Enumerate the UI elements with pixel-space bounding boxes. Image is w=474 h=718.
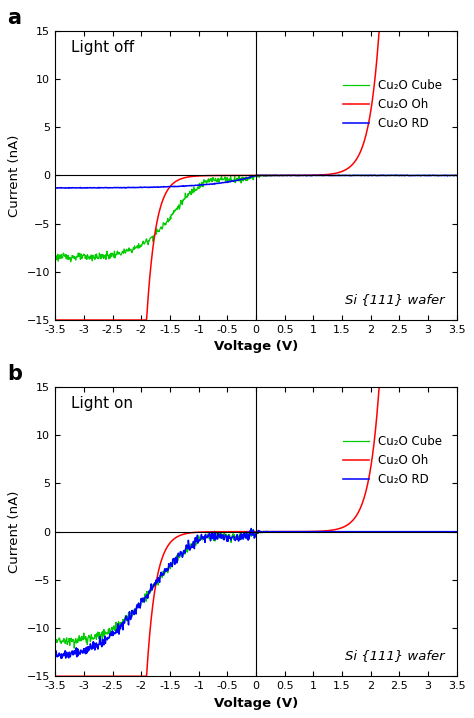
Cu₂O Oh — [52, 316, 58, 325]
Cu₂O RD — [53, 184, 58, 192]
Cu₂O Oh — [52, 672, 58, 681]
Cu₂O Cube — [399, 171, 405, 180]
Cu₂O Cube — [309, 527, 315, 536]
Legend: Cu₂O Cube, Cu₂O Oh, Cu₂O RD: Cu₂O Cube, Cu₂O Oh, Cu₂O RD — [338, 431, 447, 491]
Line: Cu₂O RD: Cu₂O RD — [55, 528, 457, 658]
Cu₂O RD — [309, 171, 314, 180]
Cu₂O RD — [357, 171, 363, 180]
Cu₂O Oh — [77, 316, 82, 325]
Cu₂O Cube — [358, 527, 364, 536]
Cu₂O Oh — [376, 27, 382, 35]
Line: Cu₂O Cube: Cu₂O Cube — [55, 174, 457, 262]
Line: Cu₂O Oh: Cu₂O Oh — [55, 31, 457, 320]
Cu₂O Oh — [399, 383, 404, 391]
Cu₂O Oh — [77, 672, 82, 681]
Cu₂O RD — [309, 527, 315, 536]
Cu₂O Cube — [77, 255, 83, 264]
Cu₂O Cube — [254, 170, 259, 179]
Text: a: a — [7, 8, 21, 28]
Cu₂O Oh — [296, 527, 302, 536]
Y-axis label: Current (nA): Current (nA) — [9, 490, 21, 573]
Cu₂O RD — [297, 172, 302, 180]
Cu₂O RD — [286, 171, 292, 180]
Cu₂O Oh — [285, 171, 291, 180]
Cu₂O Oh — [376, 383, 382, 391]
Cu₂O Cube — [454, 527, 460, 536]
Cu₂O Cube — [454, 171, 460, 180]
Line: Cu₂O RD: Cu₂O RD — [55, 175, 457, 188]
Cu₂O RD — [399, 171, 405, 180]
Line: Cu₂O Oh: Cu₂O Oh — [55, 387, 457, 676]
Cu₂O Cube — [358, 171, 364, 180]
Cu₂O Oh — [308, 527, 314, 536]
Cu₂O Oh — [296, 171, 302, 180]
Cu₂O Oh — [399, 27, 404, 35]
Cu₂O Cube — [309, 171, 315, 180]
Cu₂O Oh — [308, 171, 314, 180]
Text: Si {111} wafer: Si {111} wafer — [345, 292, 445, 306]
X-axis label: Voltage (V): Voltage (V) — [214, 696, 298, 709]
Cu₂O RD — [454, 172, 460, 180]
Cu₂O RD — [248, 524, 254, 533]
Cu₂O Cube — [297, 527, 303, 536]
Text: Light off: Light off — [71, 39, 134, 55]
Cu₂O Oh — [454, 27, 460, 35]
Cu₂O Cube — [399, 527, 405, 536]
Line: Cu₂O Cube: Cu₂O Cube — [55, 529, 457, 648]
Cu₂O Cube — [250, 525, 256, 533]
X-axis label: Voltage (V): Voltage (V) — [214, 340, 298, 353]
Cu₂O RD — [358, 527, 364, 536]
Y-axis label: Current (nA): Current (nA) — [9, 134, 21, 217]
Text: Si {111} wafer: Si {111} wafer — [345, 649, 445, 662]
Cu₂O RD — [77, 650, 83, 658]
Cu₂O RD — [58, 654, 64, 663]
Cu₂O Cube — [72, 644, 77, 653]
Cu₂O Cube — [68, 258, 73, 266]
Cu₂O Cube — [287, 527, 292, 536]
Cu₂O Cube — [52, 638, 58, 647]
Cu₂O RD — [454, 527, 460, 536]
Cu₂O Oh — [357, 505, 363, 513]
Cu₂O Oh — [357, 149, 363, 157]
Cu₂O RD — [297, 527, 303, 536]
Cu₂O RD — [287, 527, 292, 536]
Cu₂O RD — [399, 527, 405, 536]
Cu₂O RD — [52, 184, 58, 192]
Text: Light on: Light on — [71, 396, 133, 411]
Cu₂O Oh — [454, 383, 460, 391]
Cu₂O Cube — [287, 171, 292, 180]
Cu₂O Cube — [297, 171, 303, 180]
Cu₂O Cube — [52, 255, 58, 264]
Legend: Cu₂O Cube, Cu₂O Oh, Cu₂O RD: Cu₂O Cube, Cu₂O Oh, Cu₂O RD — [338, 75, 447, 134]
Cu₂O RD — [77, 183, 83, 192]
Cu₂O Cube — [77, 636, 83, 645]
Cu₂O RD — [52, 653, 58, 661]
Cu₂O RD — [381, 171, 387, 180]
Cu₂O Oh — [285, 527, 291, 536]
Text: b: b — [7, 364, 22, 384]
